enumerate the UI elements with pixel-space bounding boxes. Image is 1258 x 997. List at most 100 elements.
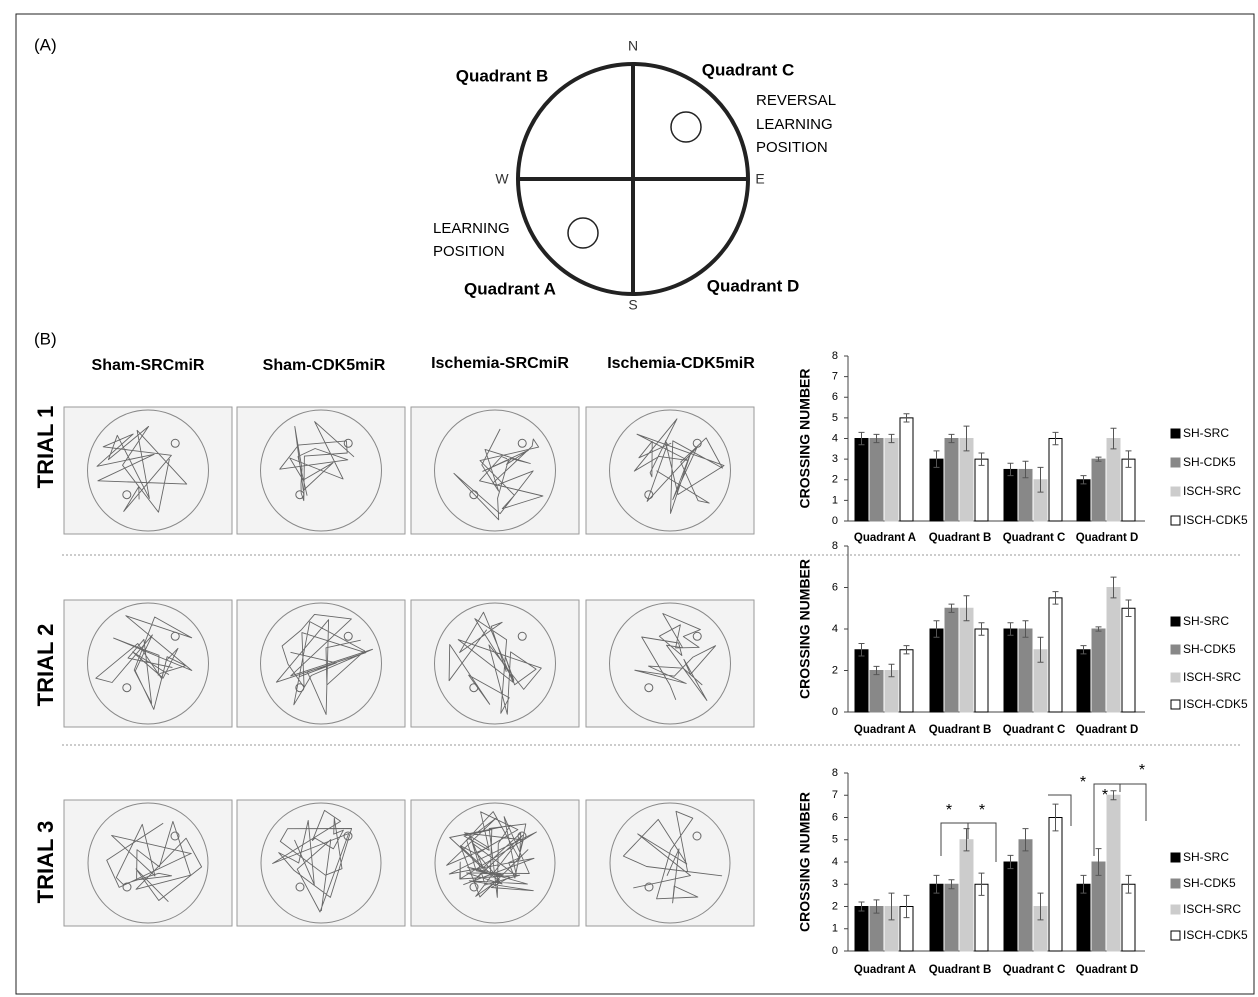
platform	[568, 218, 598, 248]
compass: S	[628, 297, 637, 313]
bar	[960, 840, 973, 951]
legend-label: ISCH-CDK5	[1183, 928, 1248, 942]
legend-label: ISCH-SRC	[1183, 902, 1241, 916]
x-tick-label: Quadrant D	[1076, 724, 1139, 736]
maze-diagram	[518, 64, 748, 294]
y-axis-title: CROSSING NUMBER	[797, 559, 813, 699]
bar	[930, 459, 943, 521]
bar	[1092, 629, 1105, 712]
bar	[900, 418, 913, 521]
legend-label: SH-SRC	[1183, 426, 1229, 440]
bar	[1077, 884, 1090, 951]
bar	[1004, 469, 1017, 521]
y-tick-label: 2	[832, 474, 838, 486]
x-tick-label: Quadrant B	[929, 964, 992, 976]
column-header: Sham-CDK5miR	[263, 357, 386, 374]
bar	[885, 439, 898, 522]
y-tick-label: 6	[832, 811, 838, 823]
track-frame	[586, 600, 754, 727]
bar	[1077, 480, 1090, 521]
track-frame	[586, 800, 754, 926]
significance-mark: *	[1139, 762, 1145, 779]
bar	[975, 459, 988, 521]
legend-swatch	[1171, 905, 1180, 914]
platform	[671, 112, 701, 142]
legend-swatch	[1171, 516, 1180, 525]
panel-label: (B)	[34, 329, 57, 348]
bar	[1004, 862, 1017, 951]
legend-label: SH-SRC	[1183, 614, 1229, 628]
x-tick-label: Quadrant B	[929, 532, 992, 544]
position-label: LEARNING	[433, 220, 510, 237]
y-tick-label: 4	[832, 856, 838, 868]
y-tick-label: 8	[832, 540, 838, 552]
significance-mark: *	[979, 802, 985, 819]
compass: E	[755, 171, 764, 187]
x-tick-label: Quadrant D	[1076, 532, 1139, 544]
x-tick-label: Quadrant C	[1003, 724, 1066, 736]
y-tick-label: 7	[832, 371, 838, 383]
bar	[1092, 459, 1105, 521]
bar	[1122, 459, 1135, 521]
figure: (A) (B) N S E W Quadrant A Quadrant B Qu…	[0, 0, 1258, 997]
bar	[975, 629, 988, 712]
bar	[855, 907, 868, 952]
quadrant-label: Quadrant D	[707, 276, 800, 295]
y-tick-label: 0	[832, 515, 838, 527]
bar	[1107, 588, 1120, 713]
y-tick-label: 3	[832, 453, 838, 465]
legend-swatch	[1171, 487, 1180, 496]
y-tick-label: 3	[832, 878, 838, 890]
compass: N	[628, 38, 638, 54]
legend-swatch	[1171, 853, 1180, 862]
compass: W	[495, 171, 509, 187]
y-tick-label: 4	[832, 623, 838, 635]
significance-mark: *	[946, 802, 952, 819]
legend-label: SH-CDK5	[1183, 642, 1236, 656]
legend-label: SH-SRC	[1183, 850, 1229, 864]
y-axis-title: CROSSING NUMBER	[797, 368, 813, 508]
bar	[900, 650, 913, 712]
y-tick-label: 6	[832, 581, 838, 593]
bar	[1122, 884, 1135, 951]
y-tick-label: 8	[832, 767, 838, 779]
legend-label: SH-CDK5	[1183, 876, 1236, 890]
x-tick-label: Quadrant A	[854, 532, 916, 544]
y-axis-title: CROSSING NUMBER	[797, 792, 813, 932]
bar	[1019, 629, 1032, 712]
bar	[945, 884, 958, 951]
trial-label: TRIAL 3	[33, 821, 58, 904]
legend-swatch	[1171, 645, 1180, 654]
column-header: Ischemia-SRCmiR	[431, 355, 569, 372]
position-label: POSITION	[756, 139, 828, 156]
bar	[1122, 608, 1135, 712]
track-frame	[64, 800, 232, 926]
legend-label: ISCH-CDK5	[1183, 513, 1248, 527]
legend-label: ISCH-CDK5	[1183, 697, 1248, 711]
significance-mark: *	[1080, 774, 1086, 791]
quadrant-label: Quadrant C	[702, 60, 795, 79]
track-frame	[586, 407, 754, 534]
legend-label: SH-CDK5	[1183, 455, 1236, 469]
bar	[1049, 439, 1062, 522]
bar	[1049, 598, 1062, 712]
quadrant-label: Quadrant B	[456, 66, 549, 85]
x-tick-label: Quadrant B	[929, 724, 992, 736]
legend-swatch	[1171, 879, 1180, 888]
quadrant-label: Quadrant A	[464, 279, 556, 298]
y-tick-label: 6	[832, 391, 838, 403]
bar	[1004, 629, 1017, 712]
bar	[930, 629, 943, 712]
position-label: LEARNING	[756, 116, 833, 133]
y-tick-label: 2	[832, 900, 838, 912]
bar	[855, 650, 868, 712]
x-tick-label: Quadrant A	[854, 724, 916, 736]
legend-swatch	[1171, 700, 1180, 709]
y-tick-label: 1	[832, 923, 838, 935]
legend-label: ISCH-SRC	[1183, 484, 1241, 498]
track-frame	[237, 600, 405, 727]
y-tick-label: 0	[832, 945, 838, 957]
bar	[1049, 818, 1062, 952]
legend-swatch	[1171, 673, 1180, 682]
bar	[1019, 840, 1032, 951]
